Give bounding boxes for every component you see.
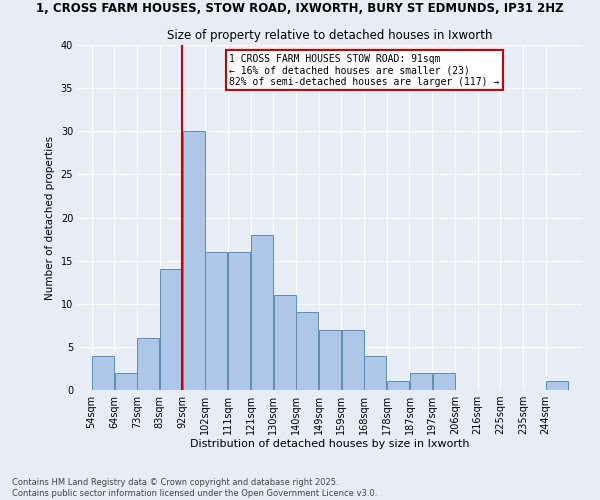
Bar	[546, 382, 568, 390]
Bar	[410, 373, 432, 390]
Bar	[228, 252, 250, 390]
Text: 1 CROSS FARM HOUSES STOW ROAD: 91sqm
← 16% of detached houses are smaller (23)
8: 1 CROSS FARM HOUSES STOW ROAD: 91sqm ← 1…	[229, 54, 499, 87]
Y-axis label: Number of detached properties: Number of detached properties	[45, 136, 55, 300]
Title: Size of property relative to detached houses in Ixworth: Size of property relative to detached ho…	[167, 30, 493, 43]
Text: 1, CROSS FARM HOUSES, STOW ROAD, IXWORTH, BURY ST EDMUNDS, IP31 2HZ: 1, CROSS FARM HOUSES, STOW ROAD, IXWORTH…	[36, 2, 564, 16]
Bar	[296, 312, 319, 390]
Bar	[319, 330, 341, 390]
Bar	[115, 373, 137, 390]
Bar	[183, 131, 205, 390]
Bar	[205, 252, 227, 390]
Bar	[137, 338, 160, 390]
Bar	[387, 382, 409, 390]
Bar	[160, 269, 182, 390]
X-axis label: Distribution of detached houses by size in Ixworth: Distribution of detached houses by size …	[190, 438, 470, 448]
Bar	[341, 330, 364, 390]
Bar	[92, 356, 114, 390]
Bar	[433, 373, 455, 390]
Text: Contains HM Land Registry data © Crown copyright and database right 2025.
Contai: Contains HM Land Registry data © Crown c…	[12, 478, 377, 498]
Bar	[364, 356, 386, 390]
Bar	[251, 235, 273, 390]
Bar	[274, 295, 296, 390]
